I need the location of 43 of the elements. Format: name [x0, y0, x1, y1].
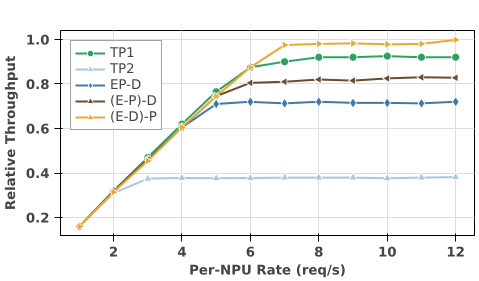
point: [280, 57, 290, 66]
point: [282, 40, 290, 50]
x-tick-label: 4: [177, 246, 187, 260]
legend-label: TP1: [110, 45, 135, 61]
point: [382, 173, 392, 181]
point: [212, 98, 220, 110]
y-tick-label: 0.6: [26, 122, 50, 138]
x-tick-label: 8: [314, 246, 324, 260]
x-tick-label: 12: [446, 246, 465, 260]
y-axis-title: Relative Throughput: [4, 55, 19, 210]
point: [314, 172, 324, 180]
point: [382, 52, 392, 61]
x-tick-label: 10: [378, 246, 397, 260]
point: [212, 173, 221, 181]
point: [314, 75, 322, 84]
point: [417, 172, 426, 180]
y-tick-label: 0.2: [26, 212, 50, 227]
x-tick-label: 6: [246, 246, 256, 260]
point: [349, 98, 357, 108]
y-tick-label: 0.4: [26, 167, 50, 182]
legend-label: EP-D: [110, 77, 142, 93]
point: [280, 172, 290, 180]
point: [418, 39, 426, 48]
legend-label: (E-P)-D: [110, 93, 157, 109]
point: [382, 74, 390, 83]
point: [451, 52, 460, 62]
legend-label: (E-D)-P: [110, 109, 157, 125]
point: [314, 52, 324, 62]
x-tick-label: 2: [108, 246, 118, 260]
legend-label: TP2: [110, 61, 135, 77]
point: [316, 39, 324, 48]
point: [213, 92, 222, 101]
point: [348, 52, 358, 62]
point: [348, 172, 358, 180]
x-axis-title: Per-NPU Rate (req/s): [189, 264, 346, 278]
point: [246, 172, 255, 181]
point: [143, 174, 152, 182]
point: [416, 72, 424, 82]
y-tick-label: 1.0: [26, 33, 50, 48]
y-tick-label: 0.8: [26, 78, 50, 93]
point: [417, 52, 426, 62]
point: [350, 39, 358, 48]
point: [178, 172, 186, 181]
